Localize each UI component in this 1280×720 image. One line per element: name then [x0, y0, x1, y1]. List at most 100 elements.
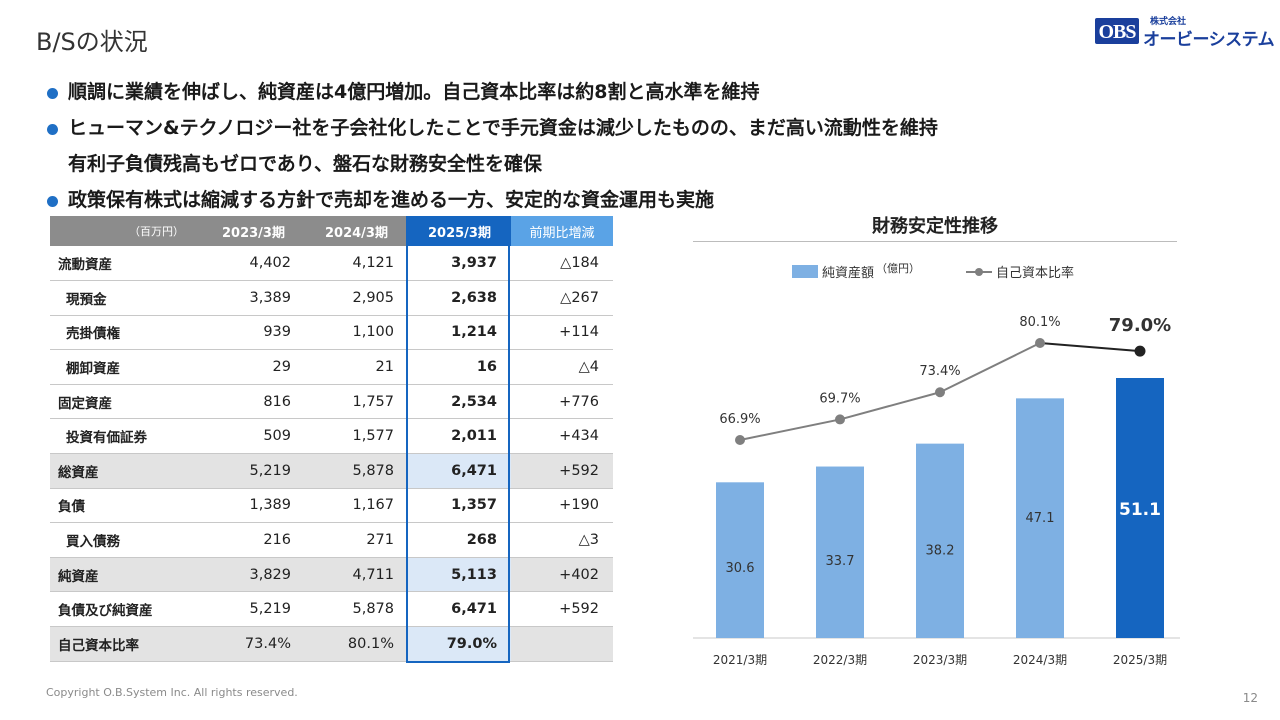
logo-company-prefix: 株式会社: [1150, 17, 1187, 27]
table-row: 総資産 5,219 5,878 6,471 +592: [50, 453, 613, 489]
value-2025: 3,937: [408, 246, 511, 282]
value-change: [511, 626, 613, 662]
value-2023: 29: [202, 349, 305, 385]
value-2025: 2,638: [408, 280, 511, 316]
point-equity-ratio: [935, 387, 945, 398]
row-label: 現預金: [50, 280, 202, 316]
value-2024: 5,878: [305, 591, 408, 628]
header-change: 前期比増減: [511, 216, 613, 246]
value-2024: 5,878: [305, 453, 408, 489]
value-change: +190: [511, 488, 613, 524]
chart-title-divider: [693, 241, 1177, 242]
value-2023: 5,219: [202, 591, 305, 628]
value-change: +776: [511, 384, 613, 420]
table-row: 棚卸資産 29 21 16 △4: [50, 349, 613, 385]
value-2025: 2,534: [408, 384, 511, 420]
value-2025: 6,471: [408, 453, 511, 489]
header-unit: （百万円）: [50, 216, 202, 246]
obs-logo-mark-icon: OBS: [1095, 18, 1139, 44]
value-2023: 816: [202, 384, 305, 420]
row-label: 負債及び純資産: [50, 591, 202, 628]
point-equity-ratio: [835, 414, 845, 425]
bullet-item: 政策保有株式は縮減する方針で売却を進める一方、安定的な資金運用も実施: [46, 182, 1046, 218]
row-label: 総資産: [50, 453, 202, 489]
row-label: 純資産: [50, 557, 202, 593]
bar-value-label: 47.1: [1026, 511, 1055, 526]
x-tick-label: 2024/3期: [1013, 653, 1067, 667]
value-2024: 4,711: [305, 557, 408, 593]
value-2023: 4,402: [202, 246, 305, 282]
value-change: +434: [511, 418, 613, 455]
value-2024: 1,757: [305, 384, 408, 420]
table-row: 投資有価証券 509 1,577 2,011 +434: [50, 418, 613, 455]
value-2025: 16: [408, 349, 511, 385]
value-2023: 73.4%: [202, 626, 305, 662]
value-change: △267: [511, 280, 613, 316]
row-label: 負債: [50, 488, 202, 524]
value-2024: 1,577: [305, 418, 408, 455]
value-2025: 1,214: [408, 315, 511, 351]
point-value-label: 79.0%: [1109, 315, 1171, 336]
value-2023: 509: [202, 418, 305, 455]
value-change: △184: [511, 246, 613, 282]
table-header-row: （百万円） 2023/3期 2024/3期 2025/3期 前期比増減: [50, 216, 613, 246]
copyright-footer: Copyright O.B.System Inc. All rights res…: [46, 686, 298, 699]
bullet-item: 順調に業績を伸ばし、純資産は4億円増加。自己資本比率は約8割と高水準を維持: [46, 74, 1046, 110]
bullet-text: 政策保有株式は縮減する方針で売却を進める一方、安定的な資金運用も実施: [68, 189, 715, 211]
value-2024: 271: [305, 522, 408, 558]
bar-value-label: 38.2: [926, 544, 955, 559]
table-body: 流動資産 4,402 4,121 3,937 △184 現預金 3,389 2,905 2,63…: [50, 246, 613, 662]
summary-bullets: 順調に業績を伸ばし、純資産は4億円増加。自己資本比率は約8割と高水準を維持 ヒュ…: [46, 74, 1046, 218]
value-2025: 268: [408, 522, 511, 558]
value-2025: 5,113: [408, 557, 511, 593]
value-2024: 2,905: [305, 280, 408, 316]
header-2025: 2025/3期: [408, 216, 511, 246]
value-2023: 3,389: [202, 280, 305, 316]
table-row: 現預金 3,389 2,905 2,638 △267: [50, 280, 613, 316]
value-2023: 5,219: [202, 453, 305, 489]
x-tick-label: 2025/3期: [1113, 653, 1167, 667]
line-segment-equity-ratio: [939, 342, 1041, 394]
value-change: +402: [511, 557, 613, 593]
company-logo: OBS: [1093, 12, 1253, 52]
value-2025: 6,471: [408, 591, 511, 628]
legend-marker-equity-ratio: [975, 268, 983, 276]
table-row: 買入債務 216 271 268 △3: [50, 522, 613, 558]
bullet-text: 順調に業績を伸ばし、純資産は4億円増加。自己資本比率は約8割と高水準を維持: [68, 81, 760, 103]
bullet-item: ヒューマン&テクノロジー社を子会社化したことで手元資金は減少したものの、まだ高い…: [46, 110, 1046, 182]
value-2024: 4,121: [305, 246, 408, 282]
point-equity-ratio: [735, 435, 745, 445]
value-2025: 1,357: [408, 488, 511, 524]
point-equity-ratio: [1035, 338, 1045, 348]
table-row: 売掛債権 939 1,100 1,214 +114: [50, 315, 613, 351]
value-change: △4: [511, 349, 613, 385]
bullet-text: ヒューマン&テクノロジー社を子会社化したことで手元資金は減少したものの、まだ高い…: [68, 117, 938, 139]
row-label: 投資有価証券: [50, 418, 202, 455]
value-2023: 216: [202, 522, 305, 558]
bar-net-assets: [716, 482, 764, 638]
bullet-dot-icon: [47, 124, 58, 135]
row-label: 自己資本比率: [50, 626, 202, 662]
legend-unit: （億円）: [876, 262, 920, 275]
value-2023: 1,389: [202, 488, 305, 524]
bullet-text: 有利子負債残高もゼロであり、盤石な財務安全性を確保: [68, 153, 543, 175]
legend-label-net-assets: 純資産額: [822, 265, 874, 281]
row-label: 固定資産: [50, 384, 202, 420]
line-segment-equity-ratio: [739, 418, 841, 441]
value-2023: 3,829: [202, 557, 305, 593]
point-value-label: 69.7%: [819, 391, 860, 406]
point-value-label: 80.1%: [1019, 315, 1060, 330]
value-2025: 2,011: [408, 418, 511, 455]
header-2023: 2023/3期: [202, 216, 305, 246]
x-tick-label: 2022/3期: [813, 653, 867, 667]
value-change: +592: [511, 591, 613, 628]
value-2025: 79.0%: [408, 626, 511, 662]
line-segment-equity-ratio: [1039, 342, 1141, 353]
x-tick-label: 2021/3期: [713, 653, 767, 667]
page-number: 12: [1242, 691, 1258, 705]
bar-net-assets: [916, 443, 964, 638]
balance-sheet-table: （百万円） 2023/3期 2024/3期 2025/3期 前期比増減 流動資産…: [50, 216, 613, 662]
point-value-label: 66.9%: [719, 412, 760, 427]
table-row: 自己資本比率 73.4% 80.1% 79.0%: [50, 626, 613, 662]
